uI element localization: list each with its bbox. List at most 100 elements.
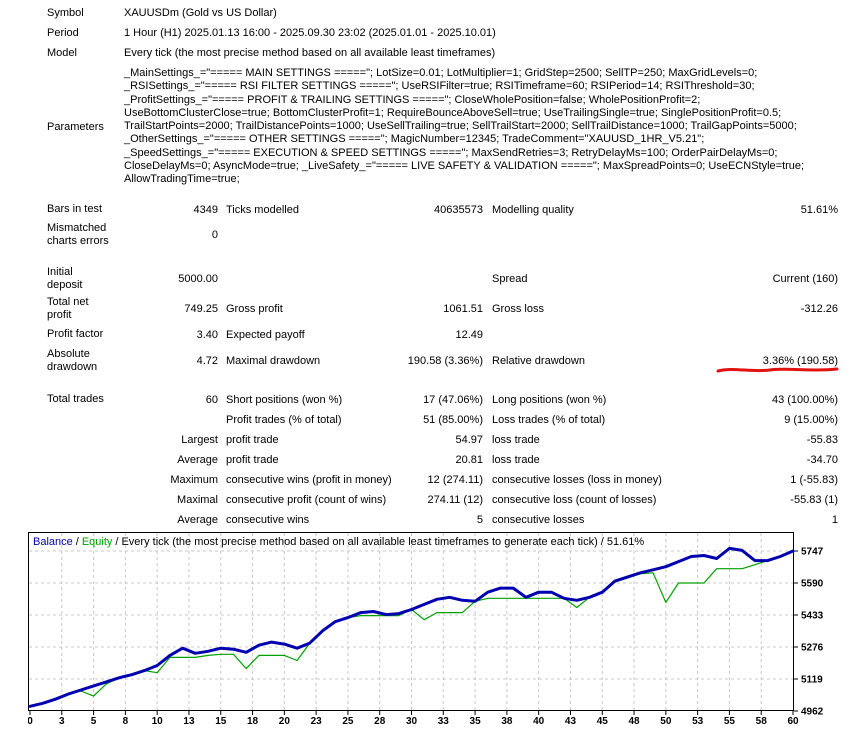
row-label: profit trade <box>226 433 279 446</box>
row-value: 5000.00 <box>178 272 218 285</box>
table-row: Profit factor 3.40 Expected payoff 12.49 <box>47 324 861 346</box>
x-axis-label: 40 <box>533 716 545 727</box>
row-label: consecutive wins <box>226 513 310 526</box>
row-label: Total trades <box>47 393 104 406</box>
row-label: Spread <box>492 272 528 285</box>
x-axis-label: 38 <box>501 716 513 727</box>
row-label: Modelling quality <box>492 203 574 216</box>
row-value: 1 <box>831 513 838 526</box>
period-row: Period 1 Hour (H1) 2025.01.13 16:00 - 20… <box>47 23 861 43</box>
row-value: 4.72 <box>196 354 218 367</box>
x-axis-label: 10 <box>152 716 164 727</box>
row-label: Loss trades (% of total) <box>492 413 606 426</box>
row-value: -55.83 <box>806 433 838 446</box>
row-label: Gross profit <box>226 302 283 315</box>
row-label: Ticks modelled <box>226 203 299 216</box>
row-label: loss trade <box>492 433 540 446</box>
row-label: Bars in test <box>47 203 103 216</box>
y-axis-label: 4962 <box>801 706 824 717</box>
row-value: 20.81 <box>455 453 483 466</box>
row-label: consecutive profit (count of wins) <box>226 493 387 506</box>
table-row: Total trades 60 Short positions (won %) … <box>47 390 861 410</box>
row-value: 1061.51 <box>443 302 483 315</box>
row-value: 51 (85.00%) <box>423 413 483 426</box>
x-axis-label: 25 <box>342 716 354 727</box>
x-axis-label: 28 <box>374 716 386 727</box>
row-value: 749.25 <box>184 302 218 315</box>
row-value: Average <box>177 513 218 526</box>
row-label: Relative drawdown <box>492 354 585 367</box>
table-row: Profit trades (% of total) 51 (85.00%) L… <box>47 410 861 430</box>
row-label: Total net profit <box>47 295 89 321</box>
row-value: Current (160) <box>772 272 838 285</box>
chart-legend-equity: Equity <box>81 535 113 548</box>
x-axis-label: 55 <box>724 716 736 727</box>
x-axis-label: 60 <box>787 716 799 727</box>
row-value: 51.61% <box>800 203 838 216</box>
chart-quality-value: 51.61% <box>606 535 645 548</box>
legend-separator: / <box>115 535 119 548</box>
x-axis-label: 20 <box>279 716 291 727</box>
test-info-section: Symbol XAUUSDm (Gold vs US Dollar) Perio… <box>0 0 861 187</box>
symbol-label: Symbol <box>47 7 84 19</box>
row-value: 0 <box>211 228 218 241</box>
row-value: 5 <box>476 513 483 526</box>
x-axis-label: 35 <box>470 716 482 727</box>
row-value: 274.11 (12) <box>427 493 483 506</box>
table-row: Initial deposit 5000.00 Spread Current (… <box>47 264 861 294</box>
x-axis-label: 8 <box>123 716 129 727</box>
row-label: Maximal drawdown <box>226 354 321 367</box>
x-axis-label: 58 <box>756 716 768 727</box>
chart-legend: Balance / Equity / Every tick (the most prec… <box>33 536 644 548</box>
row-value: 40635573 <box>434 203 483 216</box>
row-label: Initial deposit <box>47 265 83 291</box>
row-label: consecutive loss (count of losses) <box>492 493 657 506</box>
table-row: Largest profit trade 54.97 loss trade -5… <box>47 430 861 450</box>
table-row: Average profit trade 20.81 loss trade -3… <box>47 450 861 470</box>
row-value: -55.83 (1) <box>790 493 838 506</box>
row-value: 17 (47.06%) <box>423 393 483 406</box>
x-axis-label: 13 <box>183 716 195 727</box>
parameters-value: _MainSettings_="===== MAIN SETTINGS ====… <box>124 67 805 186</box>
y-axis-label: 5119 <box>801 674 823 685</box>
chart-model-description: Every tick (the most precise method base… <box>121 535 598 548</box>
row-label: profit trade <box>226 453 279 466</box>
table-row: Average consecutive wins 5 consecutive l… <box>47 510 861 530</box>
x-axis-label: 50 <box>660 716 672 727</box>
chart-legend-balance: Balance <box>33 535 73 548</box>
y-axis-label: 5276 <box>801 642 824 653</box>
row-label: Short positions (won %) <box>226 393 343 406</box>
row-value: 190.58 (3.36%) <box>407 354 483 367</box>
row-value: 1 (-55.83) <box>790 473 838 486</box>
row-value: 12.49 <box>455 328 483 341</box>
row-label: Gross loss <box>492 302 544 315</box>
symbol-row: Symbol XAUUSDm (Gold vs US Dollar) <box>47 3 861 23</box>
stats-table: Bars in test 4349 Ticks modelled 4063557… <box>0 200 861 530</box>
model-row: Model Every tick (the most precise metho… <box>47 43 861 63</box>
legend-separator: / <box>75 535 79 548</box>
table-row: Bars in test 4349 Ticks modelled 4063557… <box>47 200 861 220</box>
row-value: 12 (274.11) <box>427 473 483 486</box>
row-value: -34.70 <box>806 453 838 466</box>
y-axis-label: 5433 <box>801 610 824 621</box>
table-row: Maximum consecutive wins (profit in mone… <box>47 470 861 490</box>
row-value: 3.40 <box>196 328 218 341</box>
parameters-row: Parameters _MainSettings_="===== MAIN SE… <box>47 67 861 187</box>
y-axis-label: 5747 <box>801 546 824 557</box>
row-value: Maximal <box>177 493 218 506</box>
x-axis-label: 33 <box>438 716 450 727</box>
balance-line <box>28 546 795 708</box>
x-axis-label: 23 <box>311 716 323 727</box>
row-value: 54.97 <box>455 433 483 446</box>
x-axis-label: 18 <box>247 716 259 727</box>
row-label: Absolute drawdown <box>47 347 98 373</box>
x-axis-label: 53 <box>692 716 704 727</box>
row-label: consecutive losses (loss in money) <box>492 473 662 486</box>
x-axis-label: 0 <box>28 716 33 727</box>
x-axis-label: 5 <box>91 716 97 727</box>
row-label: Profit factor <box>47 328 104 341</box>
row-label: Long positions (won %) <box>492 393 607 406</box>
row-value: Largest <box>181 433 218 446</box>
x-axis-label: 3 <box>59 716 65 727</box>
